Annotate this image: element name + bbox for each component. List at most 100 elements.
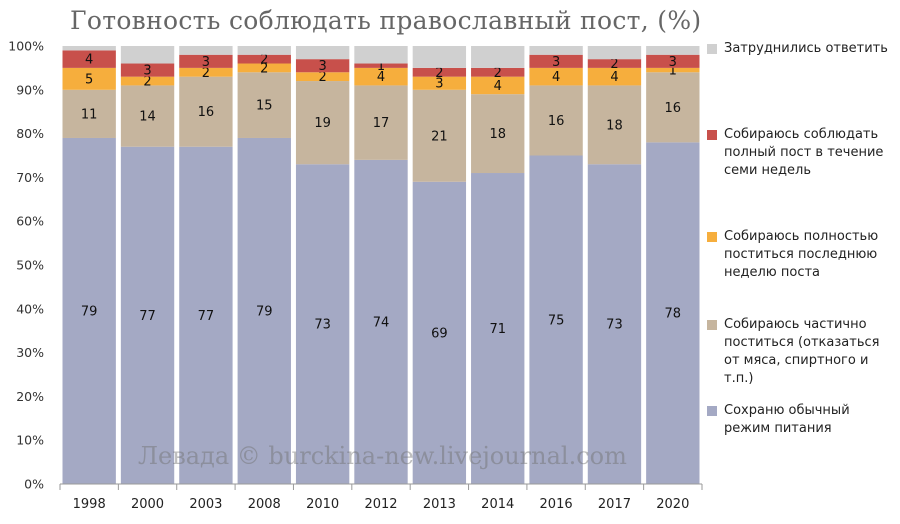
data-label: 2 (260, 61, 268, 76)
bar-segment (295, 81, 350, 165)
y-tick-label: 20% (16, 389, 44, 404)
bar-segment (295, 72, 350, 82)
bar-segment (354, 159, 408, 484)
bar-segment (62, 67, 116, 90)
bar-segment (412, 46, 467, 68)
data-label: 77 (198, 309, 215, 324)
data-label: 16 (665, 101, 682, 116)
bar-segment (354, 46, 408, 64)
data-label: 1 (377, 59, 385, 74)
data-label: 16 (548, 114, 565, 129)
data-label: 3 (318, 59, 326, 74)
data-label: 2 (610, 57, 618, 72)
data-label: 16 (198, 105, 215, 120)
legend-swatch (707, 44, 717, 54)
bar-segment (120, 85, 175, 147)
data-label: 69 (431, 326, 448, 341)
legend-label: Собираюсь соблюдать полный пост в течени… (724, 127, 884, 178)
data-label: 3 (202, 55, 210, 70)
bar-segment (587, 59, 642, 68)
chart-title: Готовность соблюдать православный пост, … (70, 6, 702, 35)
bar-segment (354, 85, 408, 160)
x-tick-label: 2020 (656, 497, 689, 512)
bar-segment (237, 137, 291, 485)
y-tick-label: 10% (16, 433, 44, 448)
x-tick-label: 2013 (423, 497, 456, 512)
watermark-text: Левада © burckina-new.livejournal.com (138, 442, 627, 470)
bar-segment (587, 85, 642, 165)
data-label: 2 (494, 66, 502, 81)
data-label: 2 (435, 66, 443, 81)
y-tick-label: 40% (16, 301, 44, 316)
data-label: 1 (669, 64, 677, 79)
bar-segment (529, 54, 583, 68)
bar-segment (471, 173, 525, 484)
bar-segment (412, 67, 467, 77)
data-label: 73 (314, 318, 331, 333)
bar-segment (412, 89, 467, 182)
bar-segment (529, 46, 583, 55)
bar-segment (354, 67, 408, 86)
bar-segment (237, 54, 291, 64)
bar-segment (471, 76, 525, 95)
bar-segment (587, 67, 642, 86)
bar-segment (587, 164, 642, 484)
bar-segment (120, 146, 175, 485)
bar-segment (237, 72, 291, 138)
legend-swatch (707, 130, 717, 140)
bar-segment (120, 46, 175, 64)
data-label: 2 (318, 70, 326, 85)
data-label: 78 (665, 307, 682, 322)
bar-segment (646, 67, 700, 73)
data-label: 4 (377, 70, 385, 85)
data-label: 15 (256, 99, 273, 114)
y-tick-label: 50% (16, 258, 44, 273)
data-label: 2 (143, 75, 151, 90)
data-label: 79 (256, 304, 273, 319)
bar-segment (354, 63, 408, 68)
legend-label: Сохраню обычный режим питания (724, 403, 850, 436)
data-label: 18 (489, 127, 506, 142)
bar-segment (179, 146, 233, 485)
data-label: 3 (435, 77, 443, 92)
y-tick-label: 60% (16, 214, 44, 229)
bar-segment (295, 46, 350, 60)
bar-segment (471, 94, 525, 174)
legend-swatch (707, 232, 717, 242)
legend-label: Затруднились ответить (724, 41, 888, 56)
x-tick-label: 1998 (73, 497, 106, 512)
data-label: 14 (139, 110, 156, 125)
bar-segment (62, 46, 116, 51)
data-label: 21 (431, 129, 448, 144)
data-label: 19 (314, 116, 331, 131)
x-tick-label: 2003 (189, 497, 222, 512)
data-label: 4 (494, 79, 502, 94)
y-tick-label: 100% (8, 39, 44, 54)
bar-segment (646, 54, 700, 68)
data-label: 73 (606, 318, 623, 333)
bar-segment (295, 59, 350, 73)
data-label: 75 (548, 313, 565, 328)
bar-segment (646, 46, 700, 55)
legend-swatch (707, 406, 717, 416)
bar-segment (471, 67, 525, 77)
data-label: 4 (85, 53, 93, 68)
bar-segment (529, 67, 583, 86)
legend-label: Собираюсь полностью поститься последнюю … (724, 229, 879, 280)
x-tick-label: 2014 (481, 497, 514, 512)
bar-segment (646, 142, 700, 485)
y-tick-label: 80% (16, 126, 44, 141)
bar-segment (179, 46, 233, 55)
data-label: 3 (669, 55, 677, 70)
data-label: 4 (552, 70, 560, 85)
bar-segment (587, 46, 642, 60)
bar-segment (179, 54, 233, 68)
bar-segment (62, 89, 116, 138)
bar-segment (237, 46, 291, 55)
x-tick-label: 2010 (306, 497, 339, 512)
bar-segment (62, 137, 116, 485)
data-label: 2 (260, 53, 268, 68)
bar-segment (646, 72, 700, 143)
bar-segment (237, 63, 291, 73)
